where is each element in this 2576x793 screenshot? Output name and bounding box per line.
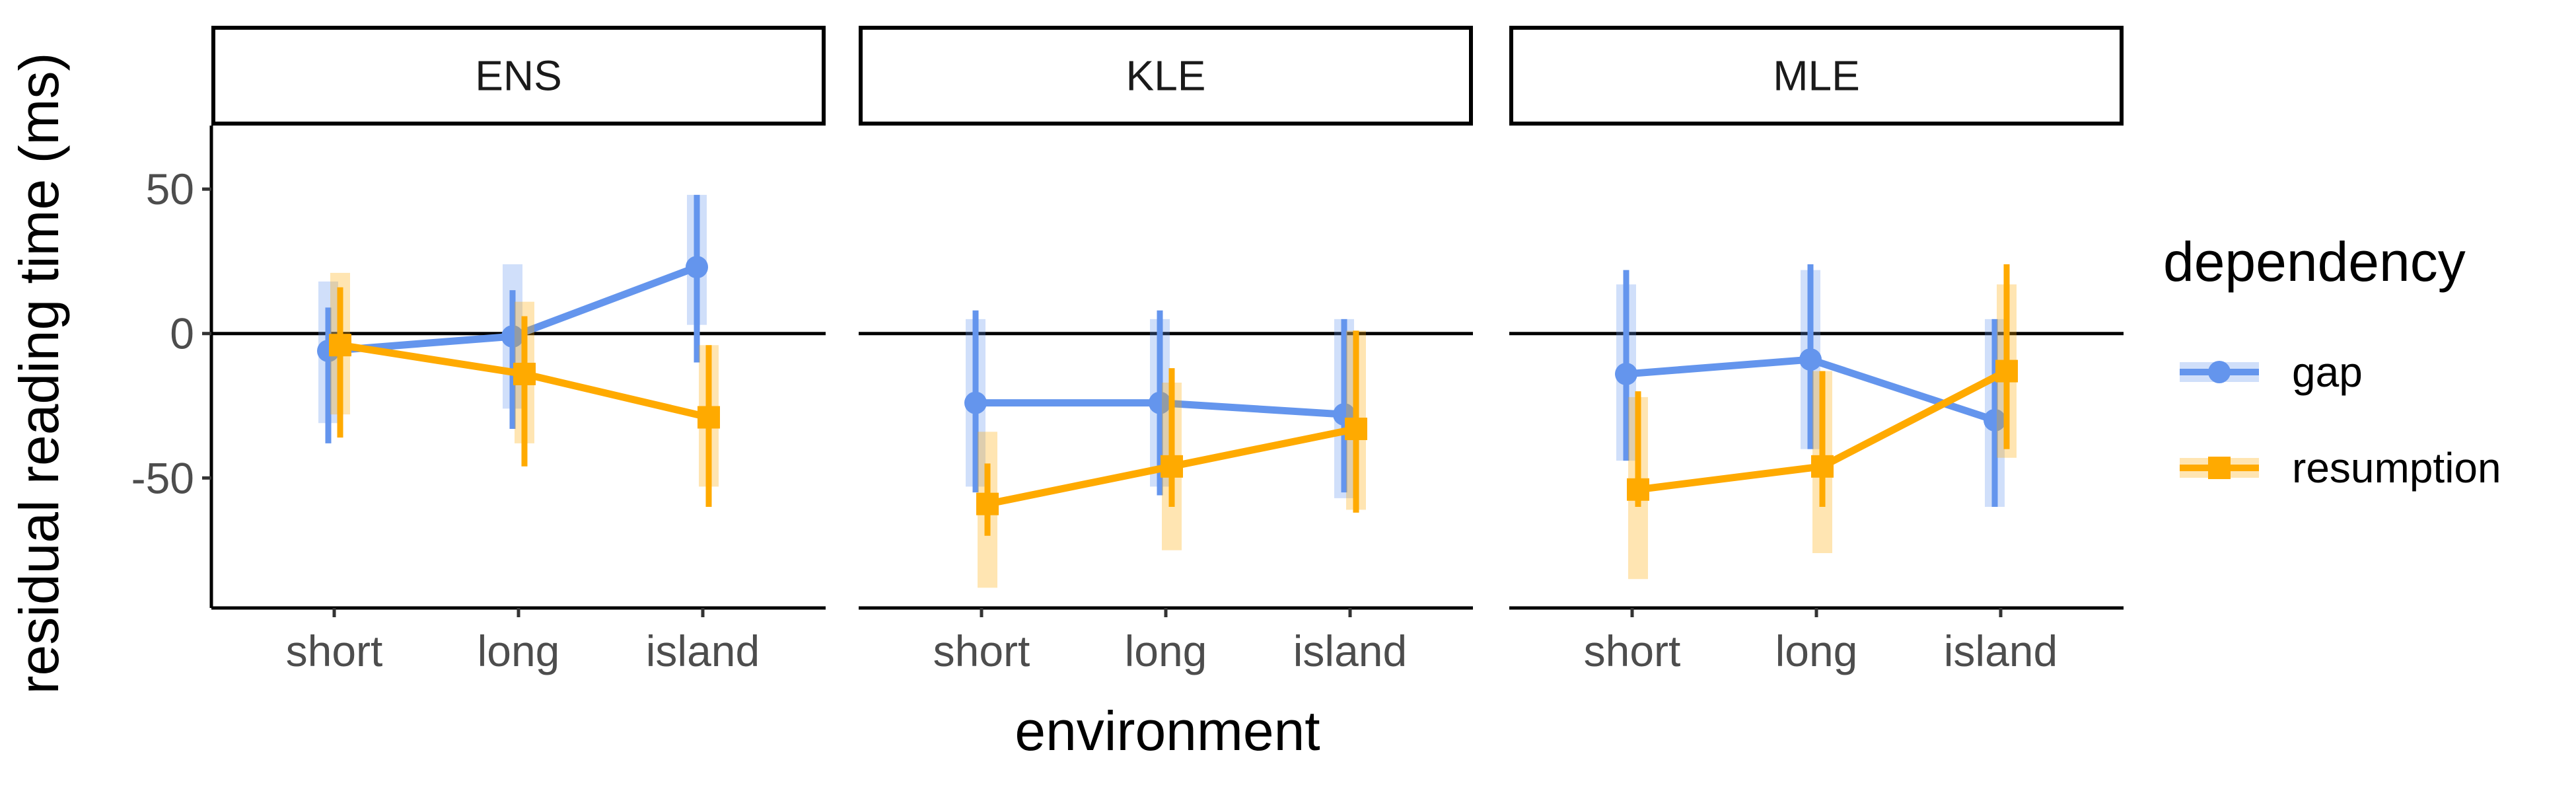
series-gap: [1615, 264, 2006, 508]
x-tick-label: island: [646, 626, 760, 675]
x-tick-label: short: [933, 626, 1030, 675]
data-point: [1984, 408, 2006, 432]
y-tick-label: -50: [131, 453, 194, 502]
data-point: [1627, 478, 1649, 501]
y-tick-label: 0: [170, 309, 194, 358]
series-resumption: [976, 330, 1367, 588]
series-gap: [317, 194, 708, 443]
facet-strip: [859, 26, 1473, 126]
x-tick-label: long: [478, 626, 560, 675]
y-tick-label: 50: [146, 165, 194, 213]
facet-strip-label: KLE: [1126, 52, 1206, 100]
legend-label-resumption: resumption: [2292, 444, 2501, 492]
data-point: [1615, 362, 1637, 385]
data-point: [1995, 359, 2018, 383]
data-point: [964, 391, 987, 414]
legend: dependency gap resumption: [2163, 231, 2501, 492]
y-axis-title: residual reading time (ms): [8, 52, 70, 694]
data-point: [513, 362, 536, 385]
x-tick-label: short: [1584, 626, 1681, 675]
panel-mle: MLE short long island: [1509, 26, 2124, 675]
data-point: [1799, 348, 1822, 371]
facet-strip: [211, 26, 826, 126]
legend-key-square: [2208, 457, 2231, 479]
data-point: [1811, 455, 1834, 478]
data-point: [698, 406, 720, 429]
data-point: [1161, 455, 1183, 478]
legend-key-circle: [2208, 361, 2231, 383]
x-axis-title: environment: [1015, 700, 1320, 762]
series-resumption: [329, 272, 720, 508]
legend-title: dependency: [2163, 231, 2466, 293]
x-tick-label: short: [286, 626, 383, 675]
panel-kle: KLE short long island: [859, 26, 1473, 675]
series-resumption: [1627, 264, 2018, 580]
panel-ens: ENS -50 0 50 short long island: [131, 26, 826, 675]
data-point: [976, 492, 999, 515]
facet-strip: [1509, 26, 2124, 126]
x-tick-label: long: [1125, 626, 1207, 675]
legend-label-gap: gap: [2292, 348, 2363, 396]
data-point: [1345, 417, 1367, 440]
facet-strip-label: ENS: [475, 52, 562, 100]
data-point: [329, 334, 351, 357]
panels-layer: ENS -50 0 50 short long island KLE short long isla…: [131, 26, 2124, 675]
x-tick-label: long: [1775, 626, 1858, 675]
x-tick-label: island: [1944, 626, 2057, 675]
series-gap: [964, 310, 1355, 498]
x-tick-label: island: [1293, 626, 1407, 675]
data-point: [686, 256, 708, 279]
data-point: [1149, 391, 1171, 414]
data-point: [501, 325, 524, 348]
facet-strip-label: MLE: [1773, 52, 1860, 100]
